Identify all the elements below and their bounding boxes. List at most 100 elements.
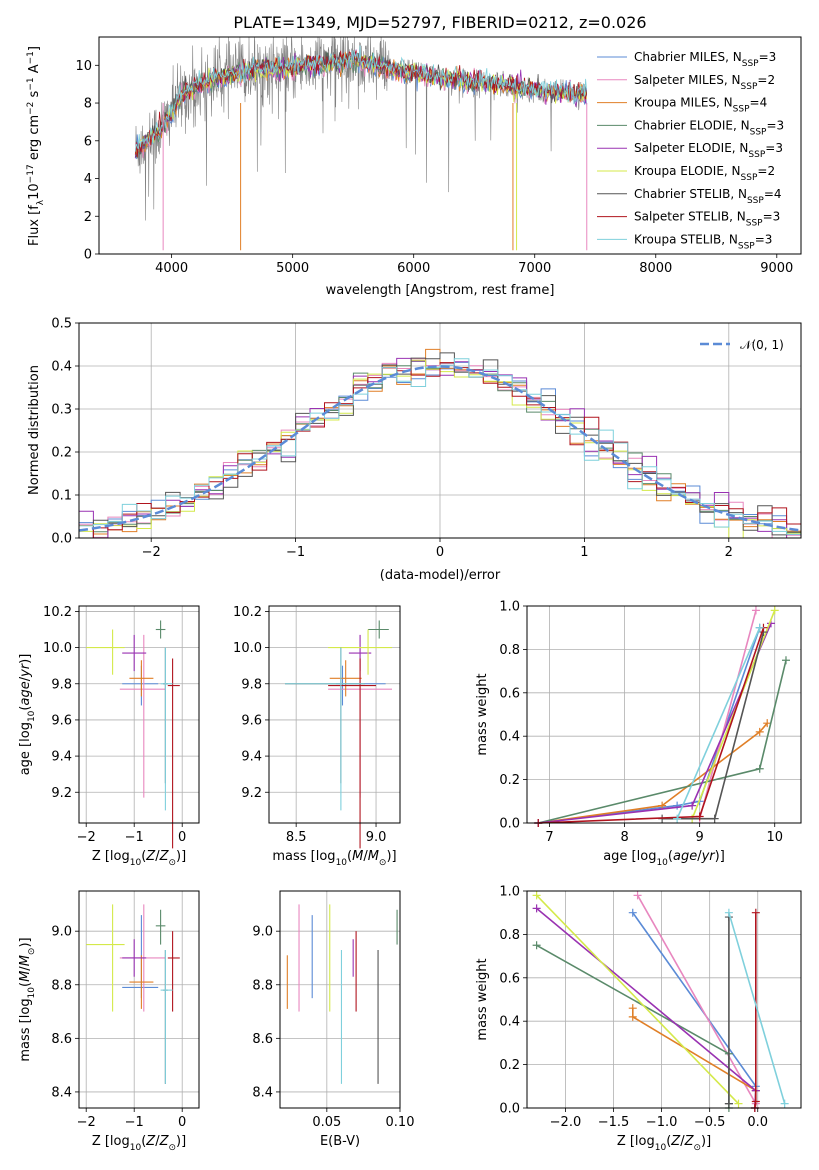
label-part: 10: [656, 858, 668, 868]
label-part: SSP: [750, 127, 767, 137]
weight-marker: [751, 908, 760, 917]
y-tick-label: 9.6: [51, 713, 72, 728]
axes-frame: [98, 36, 802, 255]
label-part: SSP: [742, 59, 759, 69]
label-part: /: [155, 1134, 160, 1149]
weight-marker: [770, 606, 779, 615]
y-tick-label: 0.4: [51, 360, 72, 375]
label-part: =2: [757, 164, 775, 178]
label-part: )]: [18, 654, 33, 664]
y-tick-label: 0.2: [499, 1058, 520, 1073]
y-tick-label: 0.8: [499, 643, 520, 658]
label-part: Chabrier MILES, N: [634, 50, 742, 64]
legend-label: Chabrier MILES, NSSP=3: [634, 50, 776, 69]
label-part: =3: [766, 118, 784, 132]
label-part: SSP: [738, 241, 755, 251]
y-tick-label: 0.0: [51, 532, 72, 547]
y-tick-label: 6: [84, 134, 92, 149]
label-part: 10: [130, 858, 142, 868]
label-part: )]: [18, 937, 33, 947]
label-part: =4: [750, 96, 768, 110]
y-tick-label: 9.8: [51, 677, 72, 692]
y-tick-label: 0.0: [499, 817, 520, 832]
x-tick-label: 0: [178, 830, 186, 845]
label-part: Z [log: [92, 1134, 130, 1149]
weight-line: [538, 627, 765, 824]
y-tick-label: 8.8: [252, 978, 273, 993]
label-part: )]: [701, 1134, 711, 1149]
label-part: SSP: [741, 82, 758, 92]
label-part: yr: [18, 662, 33, 678]
label-part: Flux [f: [27, 205, 42, 246]
label-part: /: [18, 966, 33, 971]
y-tick-label: 0.5: [51, 317, 72, 332]
label-part: ⊙: [168, 858, 176, 868]
weight-marker: [755, 727, 764, 736]
histogram-series: [78, 358, 801, 538]
x-tick-label: 0.10: [386, 1115, 415, 1130]
y-tick-label: 0.0: [499, 1102, 520, 1117]
y-tick-label: 4: [84, 172, 92, 187]
axes-frame: [78, 605, 200, 824]
label-part: age: [673, 849, 697, 864]
mass-weight-vs-metallicity-panel: −2.0 −1.5 −1.0 −0.5 0.0 0.0 0.2 0.4 0.6 0.8 1.0 Z […: [475, 885, 802, 1153]
label-part: SSP: [746, 219, 763, 229]
weight-marker: [628, 908, 637, 917]
weight-marker: [781, 656, 790, 665]
y-tick-label: 10.0: [233, 641, 262, 656]
weight-marker: [724, 908, 733, 917]
label-part: /: [363, 849, 368, 864]
weight-marker: [532, 904, 541, 913]
label-part: A: [27, 64, 42, 77]
y-axis-label: mass [log10(M/M⊙)]: [18, 937, 37, 1061]
label-part: 10: [27, 987, 37, 999]
legend-label: Kroupa ELODIE, NSSP=2: [634, 164, 775, 183]
y-tick-label: 0.6: [499, 686, 520, 701]
y-tick-label: 1.0: [499, 885, 520, 900]
weight-line: [636, 894, 757, 1105]
label-part: =4: [764, 187, 782, 201]
label-part: age [log: [18, 722, 33, 775]
weight-line: [536, 894, 740, 1105]
label-part: =3: [763, 210, 781, 224]
label-part: ⊙: [27, 948, 37, 956]
x-axis-label: Z [log10(Z/Z⊙)]: [92, 1134, 186, 1153]
y-tick-label: 0.2: [499, 773, 520, 788]
x-axis-label: Z [log10(Z/Z⊙)]: [617, 1134, 711, 1153]
y-tick-label: 10.2: [233, 605, 262, 620]
weight-line: [538, 627, 761, 824]
y-axis-label: mass weight: [475, 958, 490, 1040]
label-part: Salpeter ELODIE, N: [634, 141, 748, 155]
label-part: Z [log: [617, 1134, 655, 1149]
x-tick-label: 2: [725, 545, 733, 560]
legend-label: 𝒩(0, 1): [740, 338, 784, 352]
y-tick-label: 8: [84, 97, 92, 112]
label-part: age: [18, 681, 33, 705]
y-tick-label: 9.8: [241, 677, 262, 692]
legend-label: Chabrier STELIB, NSSP=4: [634, 187, 782, 206]
y-tick-label: 9.2: [51, 786, 72, 801]
label-part: Chabrier ELODIE, N: [634, 118, 750, 132]
weight-marker: [628, 1012, 637, 1021]
label-part: −17: [26, 164, 36, 183]
weight-marker: [724, 1099, 733, 1108]
y-tick-label: 8.8: [51, 978, 72, 993]
weight-line: [538, 722, 768, 824]
y-tick-label: 9.0: [51, 925, 72, 940]
y-tick-label: 10: [75, 59, 92, 74]
label-part: /: [18, 676, 33, 681]
x-axis-label: (data-model)/error: [380, 568, 501, 583]
histogram-series: [79, 352, 801, 539]
label-part: s: [27, 90, 42, 101]
histogram-series: [79, 362, 801, 539]
label-part: M: [352, 849, 363, 864]
legend-label: Kroupa STELIB, NSSP=3: [634, 232, 772, 251]
label-part: )]: [386, 849, 396, 864]
label-part: Z: [145, 1134, 156, 1149]
label-part: Z: [670, 1134, 681, 1149]
weight-marker: [751, 1097, 760, 1106]
label-part: =3: [765, 141, 783, 155]
residual-histogram-panel: 𝒩(0, 1) −2 −1 0 1 2 0.0 0.1 0.2 0.3 0.4 0.5 (data-mo…: [27, 317, 802, 583]
label-part: Z: [145, 849, 156, 864]
